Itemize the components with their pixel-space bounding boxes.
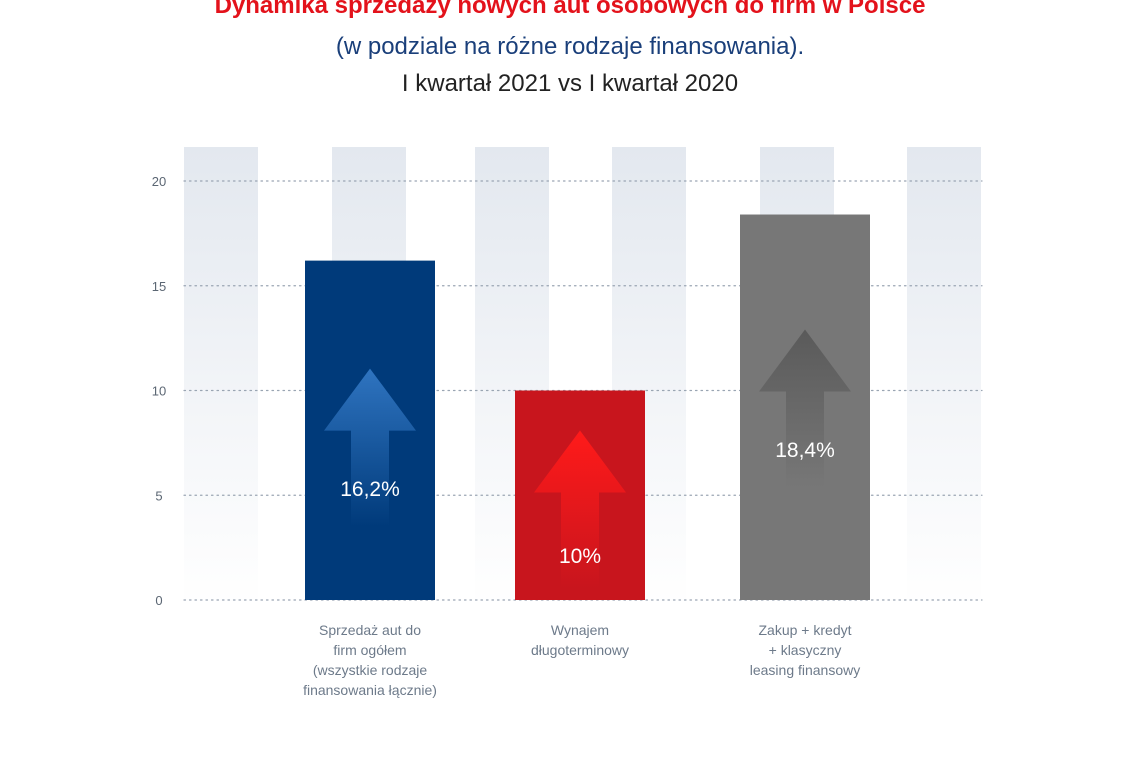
arrow-up-icon [759,329,851,488]
data-label: 18,4% [775,439,835,462]
y-tick-label: 5 [155,488,162,503]
x-category-label: Wynajem długoterminowy [530,622,630,658]
background-stripe [184,147,258,607]
arrow-up-icon [324,368,416,527]
data-label: 16,2% [340,478,400,501]
chart-title: Dynamika sprzedaży nowych aut osobowych … [214,0,926,19]
y-tick-label: 20 [152,174,166,189]
chart-period: I kwartał 2021 vs I kwartał 2020 [401,70,739,97]
chart-subtitle: (w podziale na różne rodzaje finansowani… [335,33,805,60]
y-tick-label: 15 [152,279,166,294]
y-tick-label: 0 [155,593,162,608]
background-stripe [907,147,981,607]
x-category-label: Sprzedaż aut do firm ogółem (wszystkie r… [303,622,437,698]
y-tick-label: 10 [152,384,166,399]
x-category-label: Zakup + kredyt + klasyczny leasing finan… [749,622,861,678]
data-label: 10% [559,545,601,568]
arrow-up-icon [534,430,626,589]
